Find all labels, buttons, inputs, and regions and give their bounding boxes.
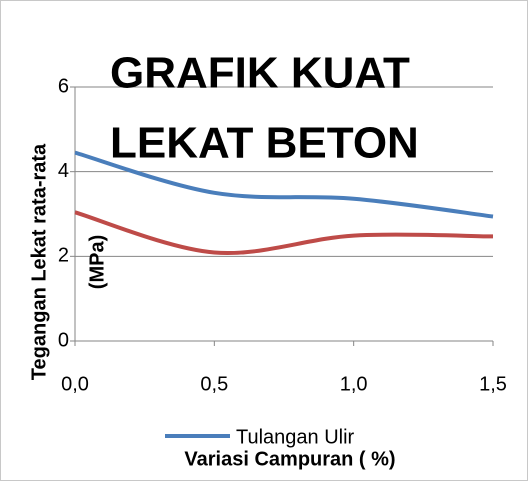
x-tick-label: 0,5 — [200, 373, 228, 395]
y-axis-title: Tegangan Lekat rata-rata (MPa) — [28, 143, 108, 380]
y-axis-title-line: (MPa) — [86, 235, 108, 289]
chart-title: LEKAT BETON — [110, 119, 419, 168]
line-series — [74, 210, 494, 256]
y-axis-title-line: Tegangan Lekat rata-rata — [28, 143, 50, 380]
x-tick-label: 1,5 — [479, 373, 507, 395]
x-tick-label: 1,0 — [340, 373, 368, 395]
y-tick-label: 0 — [58, 329, 69, 351]
x-tick-label: 0,0 — [61, 373, 89, 395]
y-tick-label: 6 — [58, 75, 69, 97]
x-axis-title: Variasi Campuran ( %) — [184, 448, 395, 470]
y-tick-label: 4 — [58, 160, 69, 182]
line-series — [74, 150, 494, 219]
chart-title: GRAFIK KUAT — [110, 49, 410, 98]
legend-label: Tulangan Ulir — [236, 426, 355, 448]
y-tick-label: 2 — [58, 245, 69, 267]
